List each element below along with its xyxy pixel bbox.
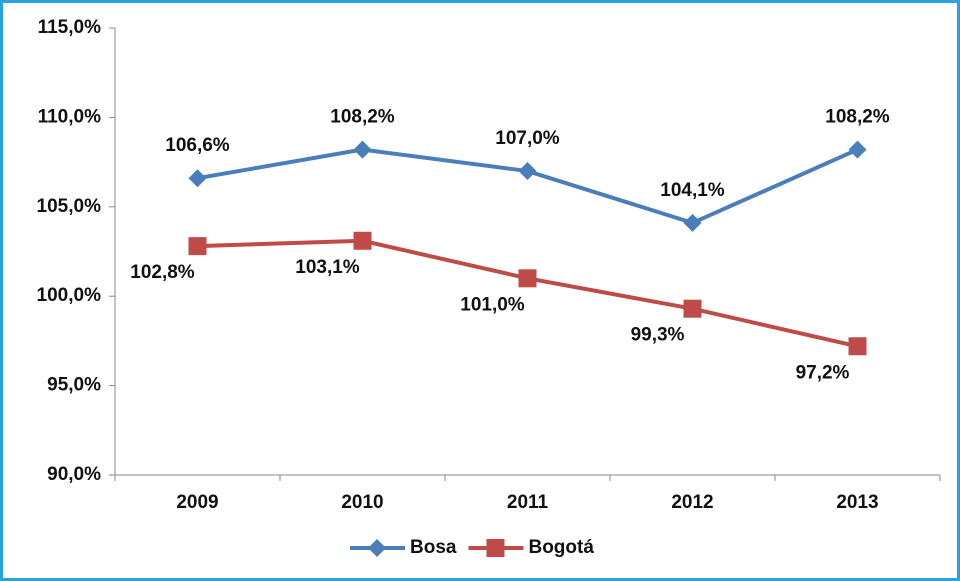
point bbox=[518, 269, 537, 288]
point bbox=[188, 237, 207, 256]
y-tick-label: 105,0% bbox=[37, 196, 102, 217]
data-label: 102,8% bbox=[130, 262, 195, 283]
point bbox=[683, 299, 702, 318]
point bbox=[353, 231, 372, 250]
point bbox=[353, 140, 372, 159]
data-label: 106,6% bbox=[165, 135, 230, 156]
data-label: 108,2% bbox=[825, 107, 890, 128]
data-label: 108,2% bbox=[330, 107, 395, 128]
point bbox=[368, 539, 386, 557]
y-tick-label: 95,0% bbox=[47, 375, 101, 396]
series-line bbox=[197, 147, 859, 226]
y-tick-label: 100,0% bbox=[37, 285, 102, 306]
point bbox=[848, 140, 867, 159]
x-tick-label: 2011 bbox=[507, 492, 549, 513]
data-label: 104,1% bbox=[660, 180, 725, 201]
y-tick-label: 115,0% bbox=[38, 17, 101, 38]
point bbox=[518, 162, 537, 181]
x-tick-label: 2010 bbox=[341, 492, 383, 513]
data-label: 103,1% bbox=[295, 257, 360, 278]
point bbox=[188, 169, 207, 188]
legend-label: Bogotá bbox=[528, 537, 594, 558]
point bbox=[486, 539, 505, 557]
data-label: 99,3% bbox=[631, 325, 685, 346]
data-label: 97,2% bbox=[796, 362, 850, 383]
legend-label: Bosa bbox=[410, 537, 457, 558]
data-label: 107,0% bbox=[495, 128, 560, 149]
data-label: 101,0% bbox=[460, 294, 525, 315]
y-tick-label: 110,0% bbox=[38, 106, 101, 127]
x-tick-label: 2013 bbox=[836, 492, 878, 513]
point bbox=[683, 213, 702, 232]
x-tick-label: 2009 bbox=[176, 492, 218, 513]
x-tick-label: 2012 bbox=[671, 492, 713, 513]
point bbox=[848, 337, 867, 356]
y-tick-label: 90,0% bbox=[47, 464, 101, 485]
